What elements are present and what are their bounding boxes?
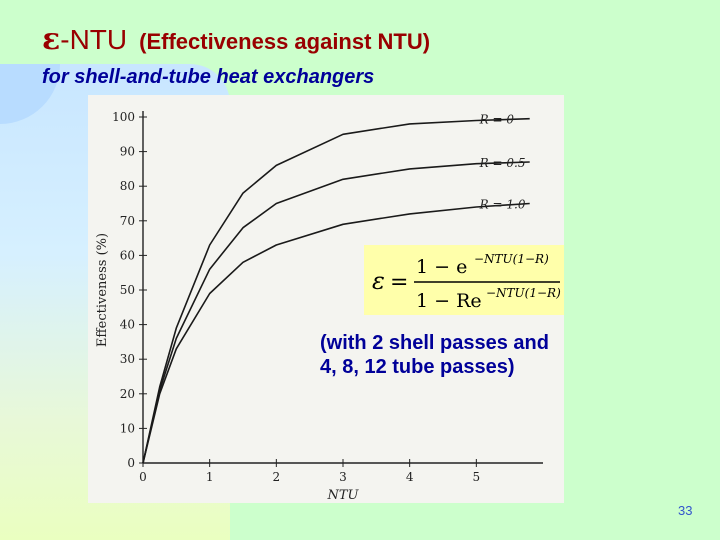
formula-den-exponent: −NTU(1−R) xyxy=(486,286,561,300)
y-tick-label: 60 xyxy=(120,248,135,262)
x-tick-label: 3 xyxy=(339,470,347,484)
series-label-1: R = 0.5 xyxy=(479,156,526,170)
title-epsilon: ε xyxy=(42,22,61,57)
y-axis-label: Effectiveness (%) xyxy=(95,233,110,347)
formula-denominator: 1 − Re xyxy=(416,290,482,312)
x-tick-label: 0 xyxy=(139,470,147,484)
y-tick-label: 50 xyxy=(120,283,135,297)
x-tick-label: 2 xyxy=(273,470,281,484)
page-number: 33 xyxy=(678,503,693,518)
series-line-2 xyxy=(142,202,530,464)
y-tick-label: 30 xyxy=(120,352,135,366)
formula-numerator: 1 − e xyxy=(416,256,467,278)
note-line-1: (with 2 shell passes and xyxy=(320,332,549,354)
title-ntu: -NTU xyxy=(60,24,128,55)
y-tick-label: 20 xyxy=(120,387,135,401)
formula-graphic: ε = 1 − e −NTU(1−R) 1 − Re −NTU(1−R) xyxy=(372,252,561,312)
slide-title: ε-NTU (Effectiveness against NTU) xyxy=(42,22,430,57)
x-tick-label: 5 xyxy=(473,470,481,484)
series-line-0 xyxy=(142,117,530,464)
x-tick-label: 4 xyxy=(406,470,414,484)
y-tick-label: 100 xyxy=(112,110,135,124)
passes-note: (with 2 shell passes and 4, 8, 12 tube p… xyxy=(320,331,620,379)
formula-box: ε = 1 − e −NTU(1−R) 1 − Re −NTU(1−R) xyxy=(364,245,564,315)
x-tick-label: 1 xyxy=(206,470,214,484)
x-axis-label: NTU xyxy=(326,488,359,503)
y-tick-label: 10 xyxy=(120,421,135,435)
y-tick-label: 0 xyxy=(127,456,135,470)
series-label-0: R = 0 xyxy=(479,113,515,127)
slide-subtitle: for shell-and-tube heat exchangers xyxy=(42,66,375,88)
formula-lhs: ε xyxy=(372,267,385,295)
series-label-2: R = 1.0 xyxy=(479,198,526,212)
y-tick-label: 40 xyxy=(120,318,135,332)
note-line-2: 4, 8, 12 tube passes) xyxy=(320,356,515,378)
formula-equals: = xyxy=(390,270,408,295)
series-line-1 xyxy=(142,161,530,464)
y-tick-label: 90 xyxy=(120,145,135,159)
y-tick-label: 80 xyxy=(120,179,135,193)
y-tick-label: 70 xyxy=(120,214,135,228)
effectiveness-chart: 0 10 20 30 40 50 60 70 80 90 100 0 1 2 3 4 5 NTU Effective… xyxy=(95,110,543,503)
formula-num-exponent: −NTU(1−R) xyxy=(474,252,549,266)
title-subtext: (Effectiveness against NTU) xyxy=(139,29,431,54)
